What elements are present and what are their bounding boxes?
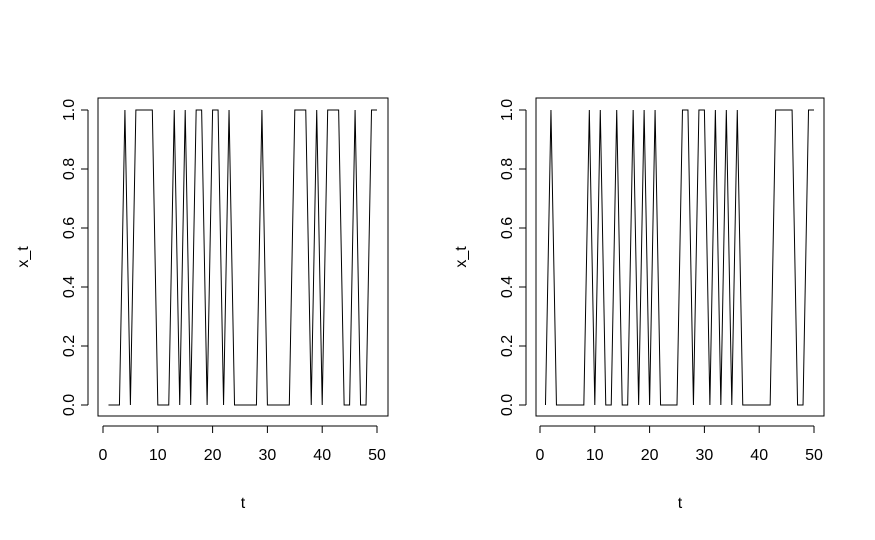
left-plot-panel: 0 10 20 30 40 50 0.0 0.2 0.4 0.6 0.8 1.0 t x_t (15, 97, 389, 512)
x-tick-label: 10 (586, 447, 604, 464)
y-tick-label: 0.2 (499, 335, 516, 357)
y-tick-label: 0.4 (61, 276, 78, 298)
y-tick-label: 0.8 (61, 158, 78, 180)
plot-frame (97, 97, 389, 417)
x-tick-label: 40 (750, 447, 768, 464)
x-axis-label: t (678, 495, 683, 512)
x-tick-label: 50 (805, 447, 823, 464)
y-tick-label: 1.0 (499, 99, 516, 121)
plot-frame (535, 97, 825, 417)
y-tick-label: 1.0 (61, 99, 78, 121)
y-axis-label: x_t (453, 246, 470, 268)
x-tick-label: 40 (313, 447, 331, 464)
x-axis-label: t (241, 495, 246, 512)
x-tick-label: 30 (696, 447, 714, 464)
x-tick-label: 0 (99, 447, 108, 464)
y-tick-label: 0.0 (61, 394, 78, 416)
right-plot-panel: 0 10 20 30 40 50 0.0 0.2 0.4 0.6 0.8 1.0 t x_t (453, 97, 825, 512)
y-tick-label: 0.6 (61, 217, 78, 239)
x-tick-label: 20 (641, 447, 659, 464)
x-tick-label: 0 (536, 447, 545, 464)
x-tick-label: 30 (259, 447, 277, 464)
x-tick-label: 50 (368, 447, 386, 464)
series-line (108, 109, 377, 406)
y-tick-label: 0.2 (61, 335, 78, 357)
y-tick-label: 0.0 (499, 394, 516, 416)
y-tick-label: 0.8 (499, 158, 516, 180)
y-tick-label: 0.4 (499, 276, 516, 298)
y-tick-label: 0.6 (499, 217, 516, 239)
y-axis-label: x_t (15, 246, 32, 268)
x-tick-label: 10 (149, 447, 167, 464)
series-line (544, 109, 814, 406)
x-tick-label: 20 (204, 447, 222, 464)
